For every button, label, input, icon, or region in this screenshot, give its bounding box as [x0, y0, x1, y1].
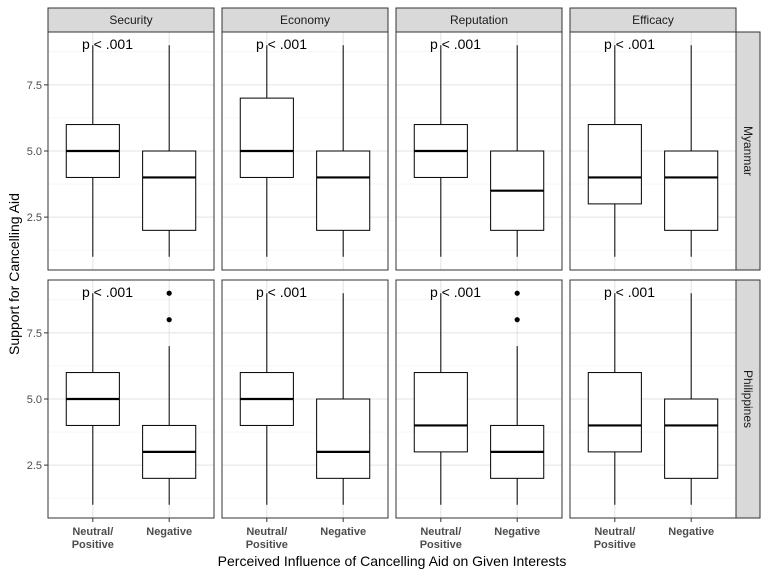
x-axis-title: Perceived Influence of Cancelling Aid on…: [218, 553, 567, 569]
x-tick-label: Negative: [668, 526, 714, 538]
box: [490, 290, 545, 505]
x-tick-label: Negative: [494, 526, 540, 538]
box-iqr: [239, 97, 294, 178]
box: [413, 293, 468, 505]
y-axis: 2.5 5.0 7.5 2.5 5.0 7.5: [27, 80, 48, 472]
facet-panel: p < .001: [395, 31, 563, 271]
facet-panel: p < .001: [569, 279, 737, 519]
strip-label: Philippines: [741, 370, 755, 428]
strip-label: Efficacy: [632, 13, 674, 27]
box-iqr: [413, 372, 468, 453]
facet-panel: p < .001: [395, 279, 563, 519]
y-tick-label: 2.5: [27, 460, 42, 472]
y-axis-title: Support for Cancelling Aid: [6, 193, 22, 355]
strip-label: Economy: [280, 13, 330, 27]
strip-background: [569, 7, 737, 33]
panel-border: [221, 279, 389, 519]
p-value-annotation: p < .001: [430, 36, 481, 52]
p-value-annotation: p < .001: [256, 36, 307, 52]
y-tick-label: 5.0: [27, 394, 42, 406]
box: [413, 45, 468, 257]
x-axis: Neutral/Positive Negative Neutral/Positive…: [72, 518, 714, 551]
p-value-annotation: p < .001: [430, 284, 481, 300]
p-value-annotation: p < .001: [256, 284, 307, 300]
outlier-point: [514, 317, 520, 323]
box-iqr: [587, 124, 642, 205]
box-iqr: [664, 150, 719, 231]
box: [316, 45, 371, 257]
box: [587, 293, 642, 505]
column-strip: Efficacy: [569, 7, 737, 33]
p-value-annotation: p < .001: [604, 36, 655, 52]
column-strip: Economy: [221, 7, 389, 33]
y-tick-label: 7.5: [27, 80, 42, 92]
box: [316, 293, 371, 505]
p-value-annotation: p < .001: [82, 36, 133, 52]
row-strip: Myanmar: [735, 31, 761, 271]
column-strip: Security: [47, 7, 215, 33]
x-tick-label: Neutral/Positive: [72, 526, 114, 551]
strip-background: [735, 31, 761, 271]
facet-panel: p < .001: [47, 31, 215, 271]
strip-background: [395, 7, 563, 33]
box: [664, 293, 719, 505]
strip-label: Myanmar: [741, 126, 755, 176]
box: [142, 45, 197, 257]
x-tick-label: Neutral/Positive: [420, 526, 462, 551]
box: [587, 45, 642, 257]
panel-border: [395, 279, 563, 519]
box: [239, 45, 294, 257]
y-tick-label: 5.0: [27, 146, 42, 158]
box-iqr: [142, 150, 197, 231]
box: [664, 45, 719, 257]
strip-background: [47, 7, 215, 33]
strip-background: [735, 279, 761, 519]
box: [239, 293, 294, 505]
facet-panel: p < .001: [221, 31, 389, 271]
p-value-annotation: p < .001: [82, 284, 133, 300]
box: [490, 45, 545, 257]
x-tick-label: Neutral/Positive: [594, 526, 636, 551]
outlier-point: [166, 317, 172, 323]
y-tick-label: 7.5: [27, 328, 42, 340]
x-tick-label: Negative: [320, 526, 366, 538]
y-tick-label: 2.5: [27, 212, 42, 224]
column-strip: Reputation: [395, 7, 563, 33]
outlier-point: [514, 290, 520, 296]
outlier-point: [166, 290, 172, 296]
box: [65, 293, 120, 505]
strip-label: Security: [109, 13, 152, 27]
panels-layer: p < .001 p < .001 p < .001 p < .001 p < .001…: [47, 31, 737, 519]
box: [142, 290, 197, 505]
strip-background: [221, 7, 389, 33]
box-iqr: [316, 398, 371, 479]
box-iqr: [664, 398, 719, 479]
x-tick-label: Negative: [146, 526, 192, 538]
box-iqr: [316, 150, 371, 231]
facet-panel: p < .001: [221, 279, 389, 519]
box-iqr: [587, 372, 642, 453]
x-tick-label: Neutral/Positive: [246, 526, 288, 551]
row-strip: Philippines: [735, 279, 761, 519]
facet-strips: Security Economy Reputation Efficacy Myanmar…: [47, 7, 761, 519]
strip-label: Reputation: [450, 13, 508, 27]
box: [65, 45, 120, 257]
p-value-annotation: p < .001: [604, 284, 655, 300]
facet-panel: p < .001: [569, 31, 737, 271]
